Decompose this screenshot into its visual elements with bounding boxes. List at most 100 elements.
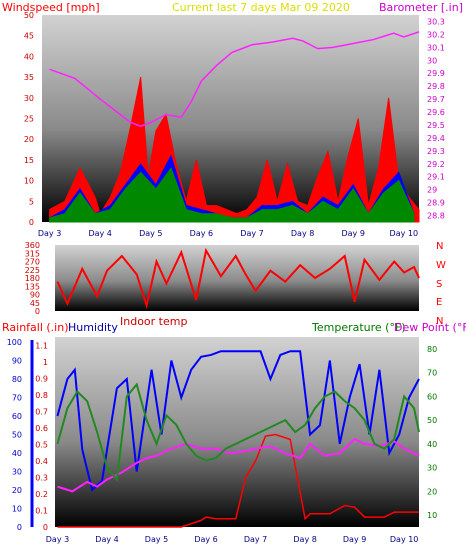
wind-title: Windspeed [mph] [2, 1, 100, 14]
wind-y-tick: 45 [24, 32, 34, 41]
wind-y-tick: 15 [24, 156, 34, 165]
temp-y-tick: 10 [427, 511, 437, 520]
rain-y-tick: 1 [43, 358, 48, 367]
barometer-y-tick: 29.8 [427, 82, 445, 91]
humidity-y-tick: 100 [7, 338, 22, 347]
direction-line [56, 247, 420, 310]
temp-y-tick: 60 [427, 392, 437, 401]
barometer-y-tick: 30.2 [427, 30, 445, 39]
temp-y-tick: 50 [427, 416, 437, 425]
rain-y-tick: 0.3 [35, 473, 48, 482]
barometer-y-tick: 29 [427, 186, 437, 195]
wind-x-tick: Day 4 [88, 229, 111, 238]
direction-y-tick: 360 [25, 241, 40, 250]
barometer-y-tick: 29.2 [427, 160, 445, 169]
dewpoint-title: Dew Point (°F) [394, 321, 466, 334]
rain-y-tick: 0.5 [35, 440, 48, 449]
barometer-y-tick: 28.8 [427, 212, 445, 221]
barometer-y-tick: 29.6 [427, 108, 445, 117]
wind-y-tick: 40 [24, 52, 34, 61]
barometer-title: Barometer [.in] [379, 1, 463, 14]
wind-y-tick: 10 [24, 177, 34, 186]
humidity-y-tick: 40 [12, 449, 22, 458]
wind-y-tick: 35 [24, 73, 34, 82]
wind-x-tick: Day 3 [38, 229, 61, 238]
wind-y-tick: 5 [29, 197, 34, 206]
humidity-y-tick: 30 [12, 468, 22, 477]
humidity-y-tick: 10 [12, 505, 22, 514]
rain-y-tick: 0.2 [35, 490, 48, 499]
rain-y-tick: 0.4 [35, 457, 48, 466]
rain-y-tick: 0.6 [35, 424, 48, 433]
direction-y-tick: 180 [25, 274, 40, 283]
climate-x-tick: Day 8 [293, 535, 316, 544]
barometer-y-tick: 29.3 [427, 147, 445, 156]
rain-y-tick: 0.8 [35, 391, 48, 400]
climate-x-tick: Day 10 [390, 535, 419, 544]
humidity-title: Humidity [68, 321, 118, 334]
humidity-y-tick: 20 [12, 486, 22, 495]
barometer-line [49, 31, 420, 128]
wind-x-tick: Day 9 [341, 229, 364, 238]
direction-y-tick: 225 [25, 266, 40, 275]
compass-tick: E [436, 297, 442, 308]
rain-y-tick: 0.1 [35, 506, 48, 515]
wind-y-tick: 50 [24, 11, 34, 20]
humidity-y-tick: 80 [12, 375, 22, 384]
temp-y-tick: 30 [427, 464, 437, 473]
climate-series-line [56, 350, 420, 492]
barometer-y-tick: 30.3 [427, 17, 445, 26]
wind-x-tick: Day 7 [240, 229, 263, 238]
barometer-y-tick: 29.9 [427, 69, 445, 78]
chart-title: Current last 7 days Mar 09 2020 [172, 1, 350, 14]
temp-y-tick: 80 [427, 345, 437, 354]
barometer-y-tick: 29.4 [427, 134, 445, 143]
climate-series-line [56, 382, 420, 482]
temp-y-tick: 20 [427, 487, 437, 496]
wind-series-area [49, 167, 415, 223]
indoor-temp-title: Indoor temp [120, 315, 187, 328]
wind-x-tick: Day 5 [139, 229, 162, 238]
climate-x-tick: Day 3 [46, 535, 69, 544]
climate-series-line [57, 433, 419, 528]
wind-x-tick: Day 6 [190, 229, 213, 238]
humidity-y-tick: 0 [17, 523, 22, 532]
barometer-y-tick: 29.1 [427, 173, 445, 182]
humidity-y-tick: 60 [12, 412, 22, 421]
wind-y-tick: 0 [29, 218, 34, 227]
wind-y-tick: 20 [24, 135, 34, 144]
direction-y-tick: 0 [35, 307, 40, 316]
climate-x-tick: Day 7 [244, 535, 267, 544]
temp-y-tick: 70 [427, 369, 437, 378]
rain-y-tick: 1.1 [35, 341, 48, 350]
direction-y-tick: 315 [25, 249, 40, 258]
climate-x-tick: Day 4 [95, 535, 118, 544]
compass-tick: W [436, 260, 446, 271]
compass-tick: S [436, 279, 442, 290]
direction-plot-area [55, 245, 419, 311]
climate-x-tick: Day 5 [145, 535, 168, 544]
wind-x-tick: Day 10 [390, 229, 419, 238]
compass-tick: N [436, 241, 443, 252]
barometer-y-tick: 29.5 [427, 121, 445, 130]
temperature-title: Temperature (°F) [311, 321, 406, 334]
climate-x-tick: Day 9 [343, 535, 366, 544]
barometer-y-tick: 28.9 [427, 199, 445, 208]
humidity-y-tick: 70 [12, 394, 22, 403]
barometer-y-tick: 30.1 [427, 43, 445, 52]
compass-tick: N [436, 316, 443, 327]
direction-y-tick: 135 [25, 282, 40, 291]
rainfall-title: Rainfall (.in) [2, 321, 69, 334]
rain-y-tick: 0 [43, 523, 48, 532]
wind-y-tick: 25 [24, 115, 34, 124]
wind-y-tick: 30 [24, 94, 34, 103]
wind-x-tick: Day 8 [291, 229, 314, 238]
direction-y-tick: 270 [25, 258, 40, 267]
rain-y-tick: 0.7 [35, 407, 48, 416]
humidity-y-tick: 90 [12, 357, 22, 366]
direction-y-tick: 45 [30, 299, 40, 308]
climate-x-tick: Day 6 [194, 535, 217, 544]
direction-y-tick: 90 [30, 291, 40, 300]
